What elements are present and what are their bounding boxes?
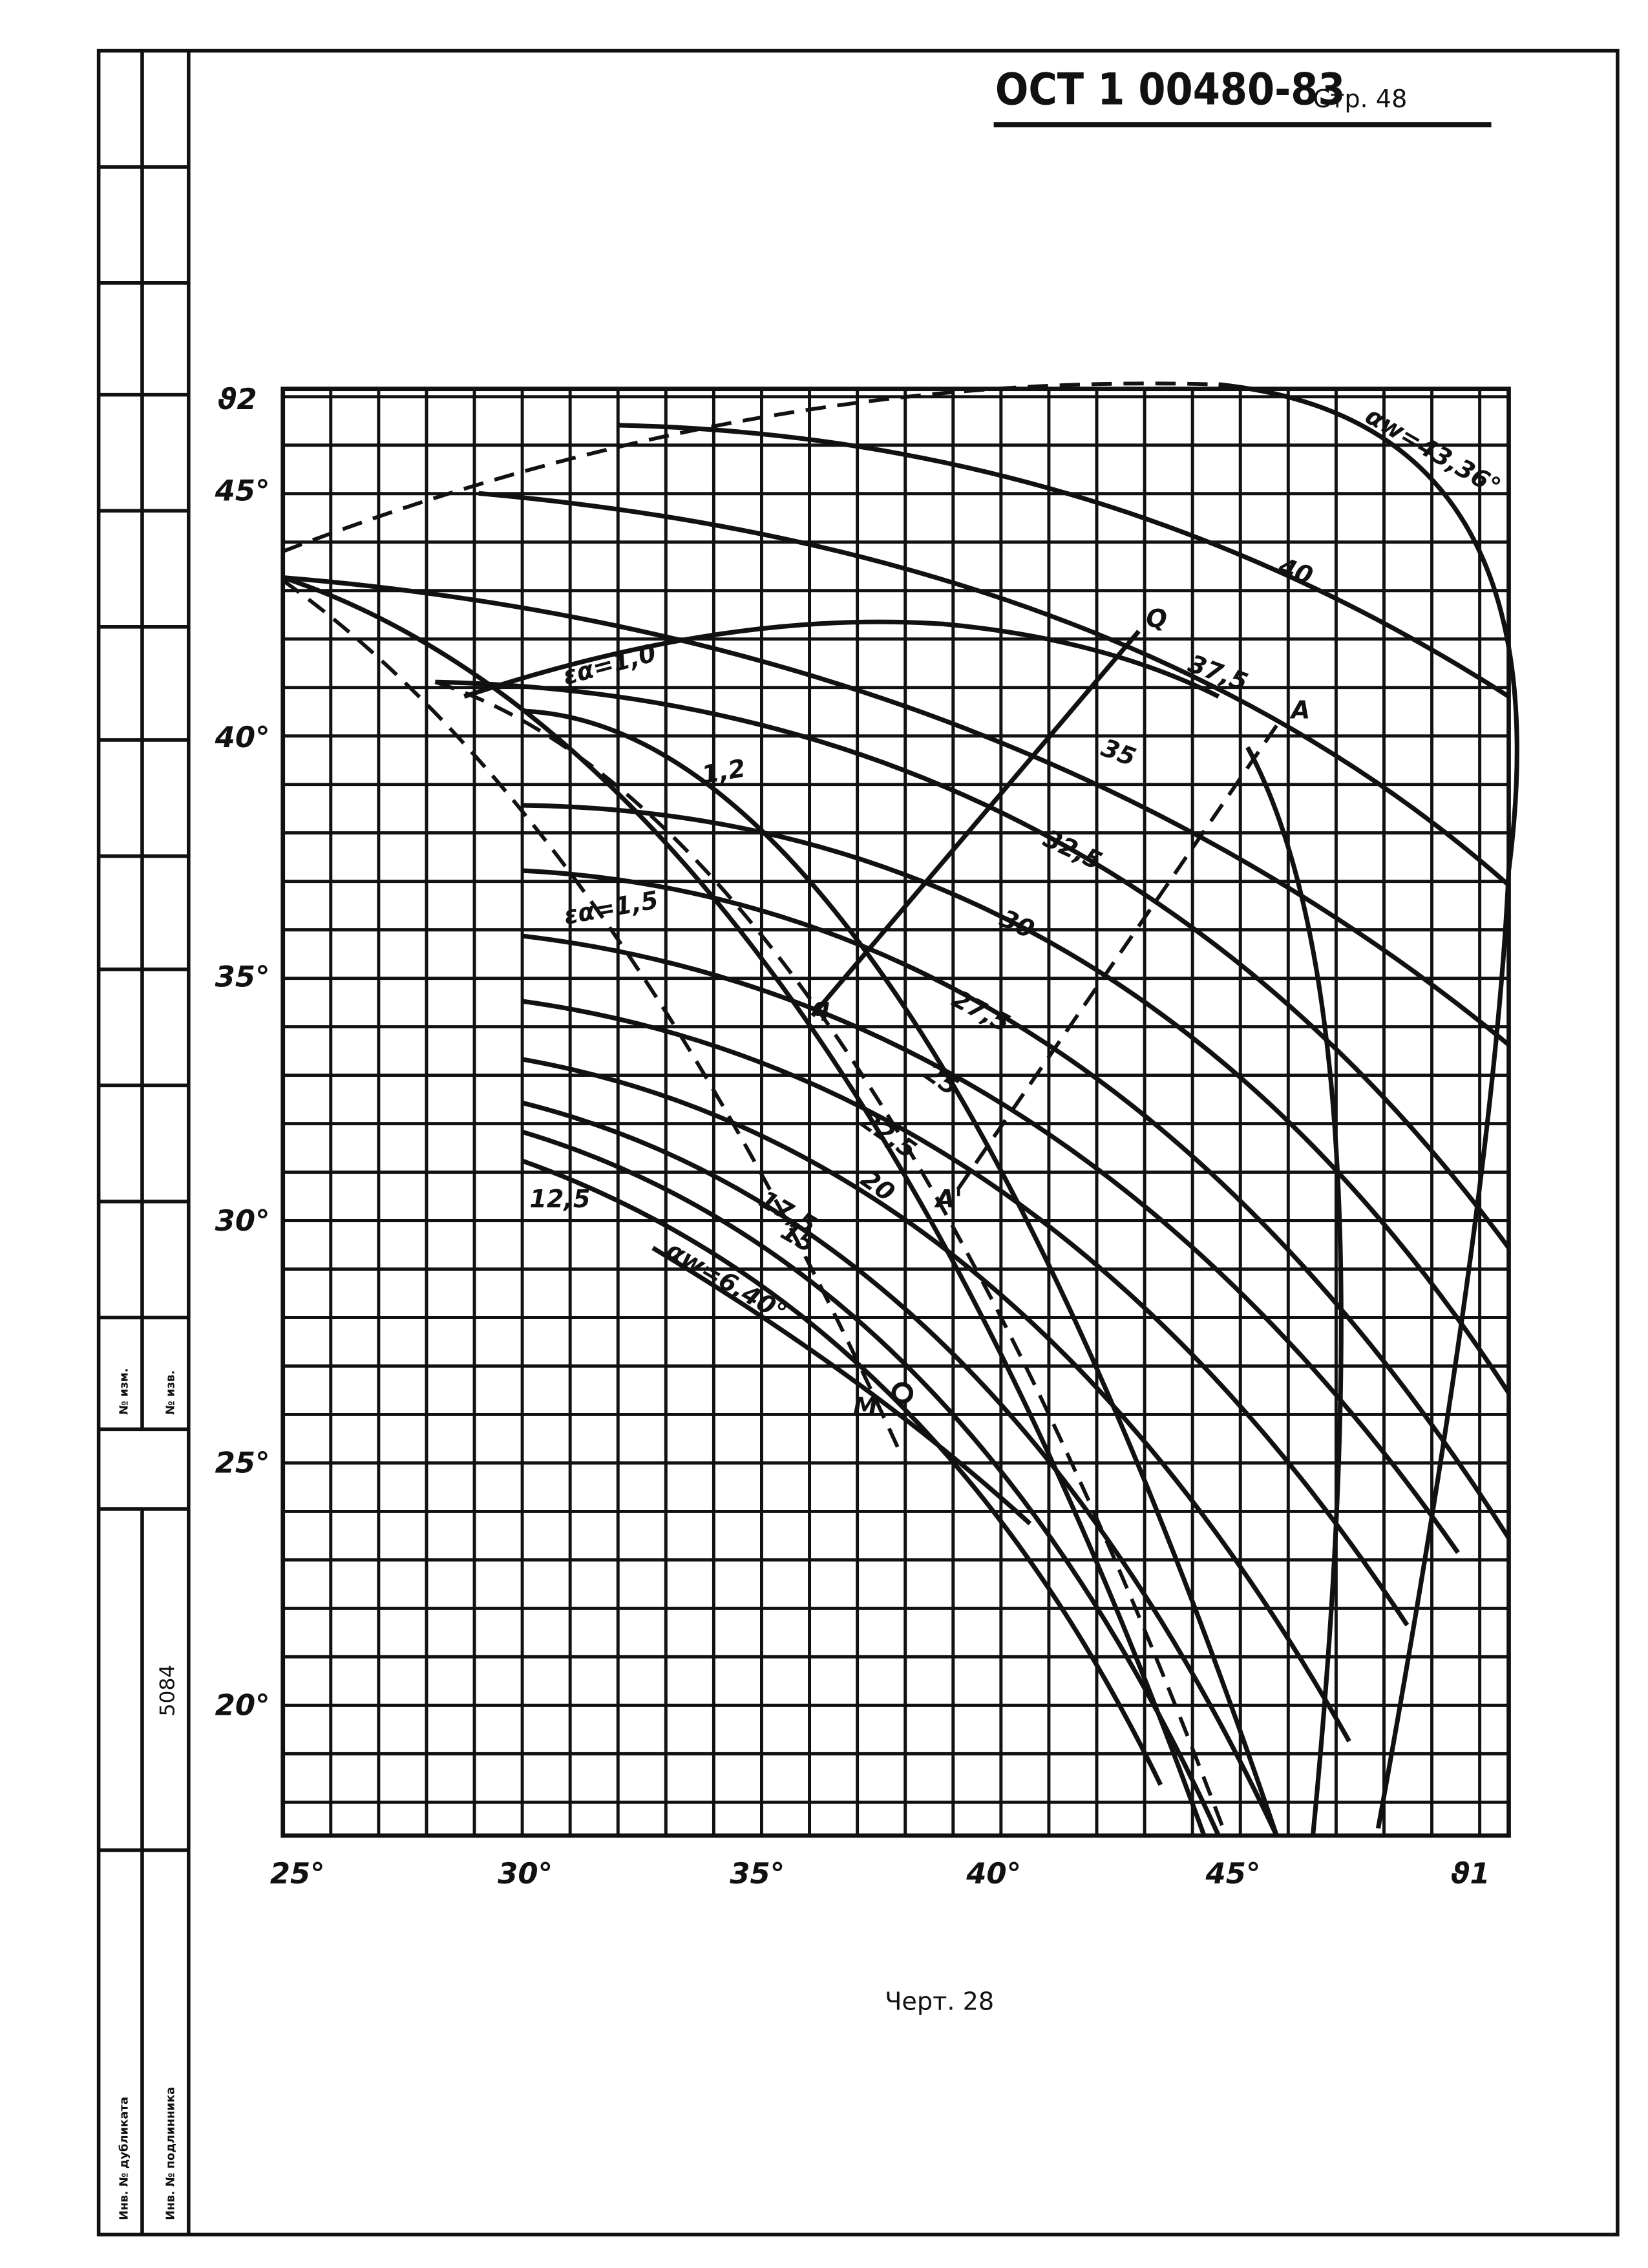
x-axis-label: ϑ1 [1451, 1856, 1490, 1891]
standard-number: ОСТ 1 00480-83 [995, 64, 1346, 115]
isoline [522, 1100, 1279, 1837]
x-tick-label: 35° [730, 1856, 785, 1891]
point-marker [891, 1382, 914, 1404]
y-tick-label: 40° [215, 720, 270, 754]
x-tick-label: 25° [270, 1856, 325, 1891]
point-label: A [1289, 695, 1311, 724]
labels: 25° 30° 35° 40° 45° 45° 40° 35° 30° 25° 20° ϑ2 ϑ1 αw=… [118, 382, 1506, 2220]
caption: Черт. 28 [885, 1987, 994, 2015]
limit-curve [282, 578, 902, 1452]
x-tick-label: 40° [966, 1856, 1021, 1891]
envelope-curve [1218, 382, 1519, 1829]
curve-label: 35 [1097, 734, 1139, 772]
point-label: A' [934, 1185, 962, 1213]
curve-label: αw=6,40° [662, 1236, 792, 1327]
curve-label: 12,5 [529, 1185, 590, 1213]
contact-ratio-curve [1245, 746, 1344, 1836]
page-frame [96, 48, 1620, 2237]
isoline [521, 1158, 1163, 1786]
contact-ratio-curve [282, 575, 1207, 1837]
contact-ratio-curve [463, 619, 1220, 699]
isoline [522, 868, 1511, 1540]
curve-label: 27,5 [947, 984, 1015, 1038]
stamp-label: № изм. [118, 1368, 131, 1415]
stamp-cells [98, 165, 189, 1320]
isoline [435, 679, 1511, 1249]
y-tick-label: 45° [215, 474, 270, 508]
contact-ratio-curve [434, 680, 1228, 1837]
y-tick-label: 25° [215, 1446, 270, 1480]
x-tick-label: 45° [1205, 1856, 1261, 1891]
isoline [522, 999, 1410, 1627]
isoline [478, 491, 1510, 887]
curve-label: εα=1,0 [560, 639, 659, 691]
chart-frame [280, 387, 1511, 1838]
point-label: M [853, 1392, 878, 1421]
curve-label: εα=1,5 [562, 885, 660, 930]
curve-label: 20 [856, 1164, 900, 1207]
page-number: Стр. 48 [1313, 85, 1407, 113]
contact-ratio-curve [522, 708, 1279, 1837]
y-tick-label: 30° [215, 1203, 270, 1238]
construction-line [810, 630, 1141, 1017]
y-tick-label: 20° [215, 1688, 270, 1722]
isoline [616, 423, 1510, 699]
y-tick-label: 35° [215, 960, 270, 994]
y-axis-label: ϑ2 [218, 382, 257, 416]
isoline [522, 933, 1460, 1554]
isoline [282, 575, 1510, 1047]
archive-number: 5084 [156, 1665, 179, 1717]
isoline [522, 1129, 1221, 1837]
envelope-curve [282, 381, 1219, 553]
isoline [522, 1057, 1351, 1743]
curves [282, 381, 1519, 1837]
stamp-label: № изв. [164, 1370, 177, 1415]
stamp-label: Инв. № подлинника [164, 2087, 177, 2220]
stamp-label: Инв. № дубликата [118, 2097, 131, 2220]
point-label: q [812, 993, 830, 1022]
x-tick-label: 30° [498, 1856, 553, 1891]
isoline [522, 803, 1511, 1395]
point-label: Q [1146, 604, 1167, 633]
isoline [651, 1245, 1032, 1525]
grid [282, 388, 1509, 1836]
